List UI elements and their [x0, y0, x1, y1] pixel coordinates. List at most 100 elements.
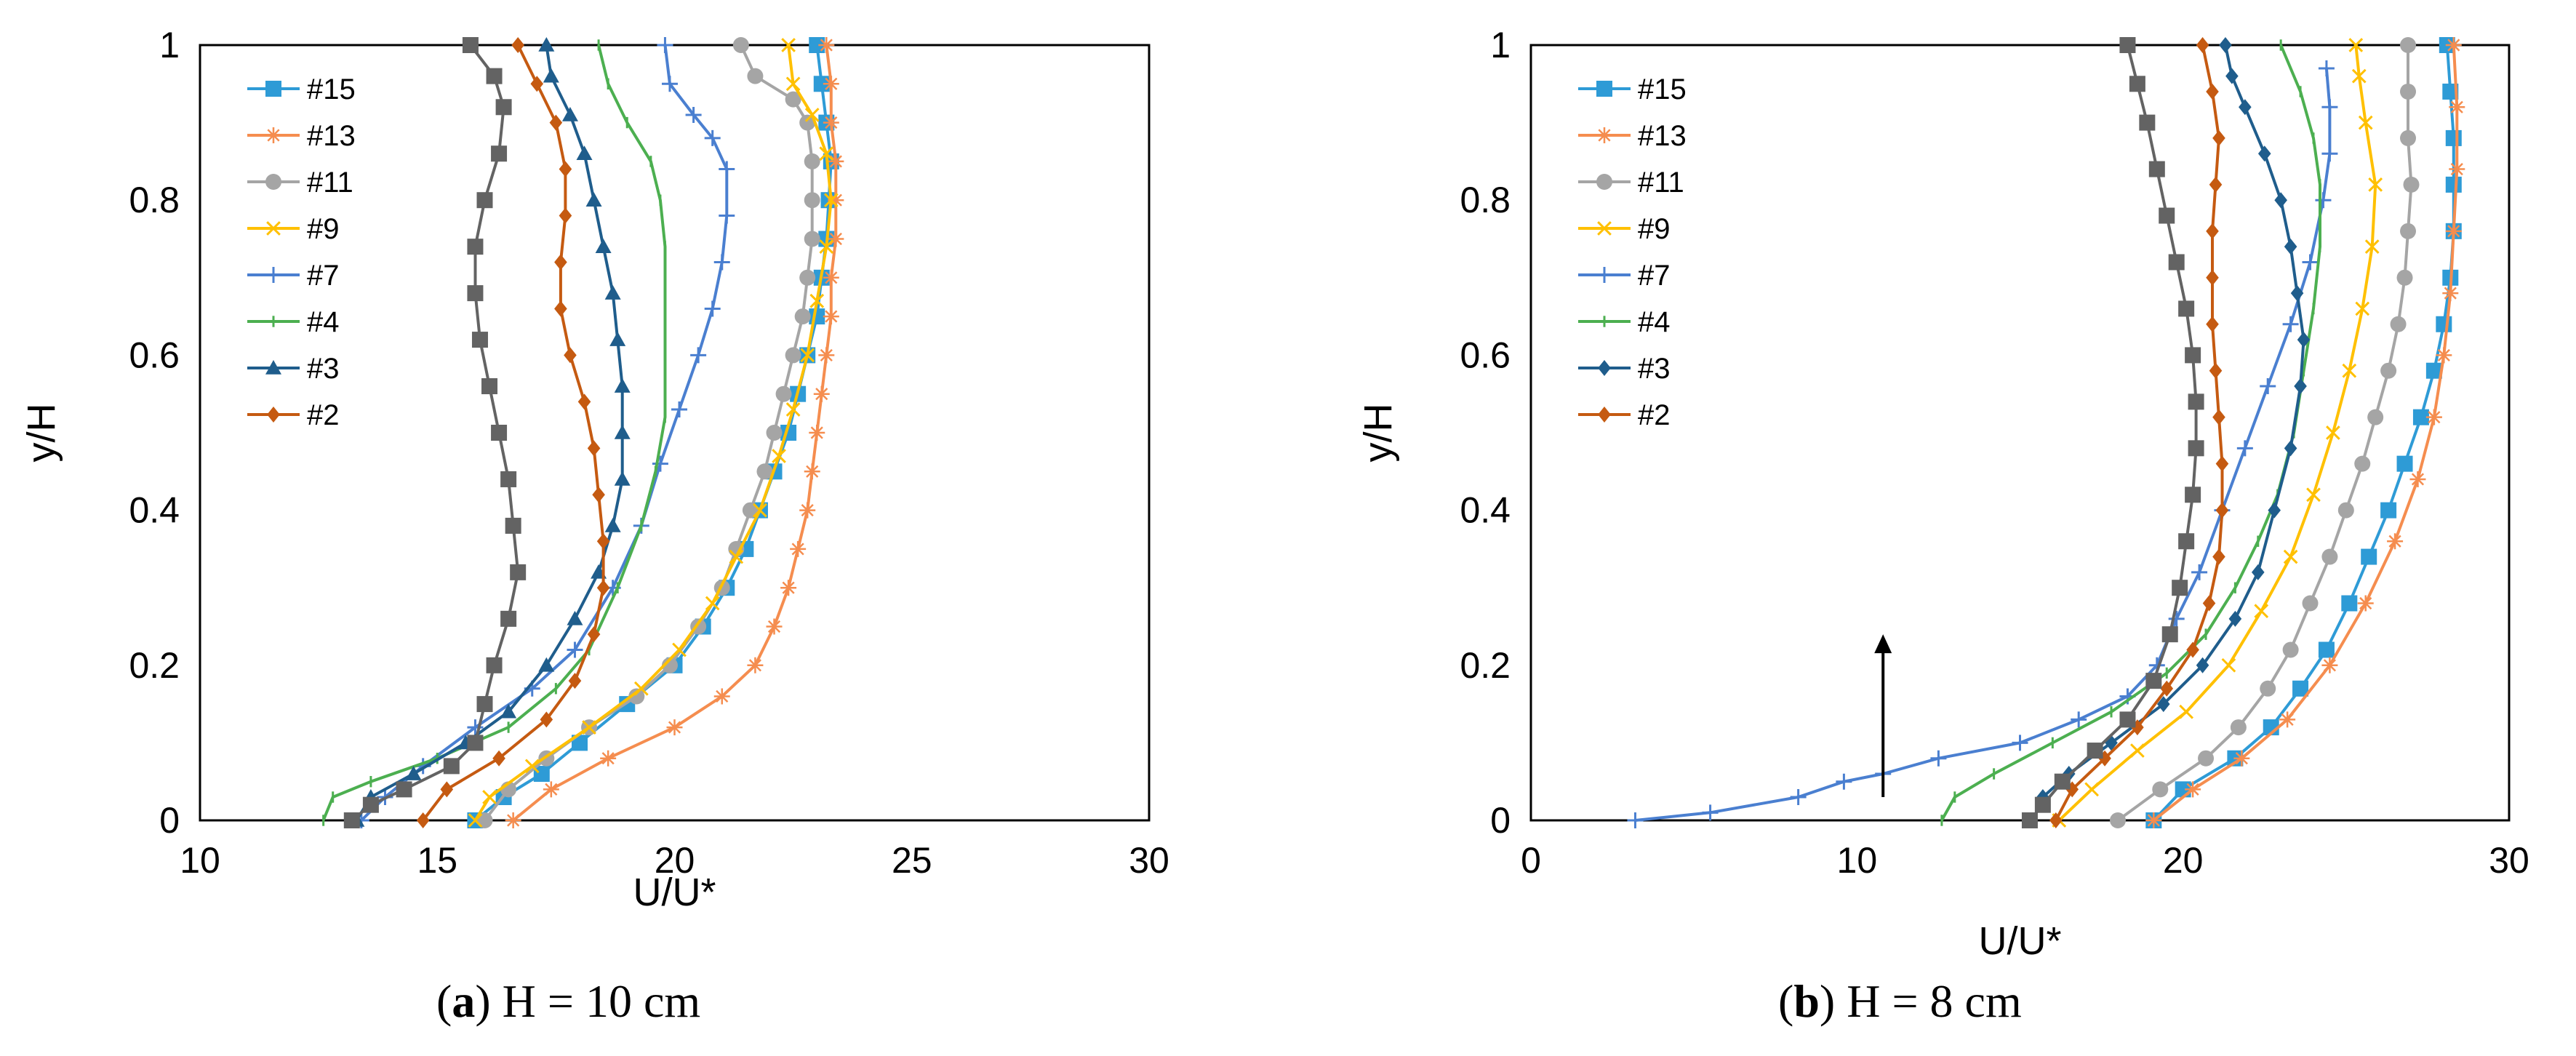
data-point — [2403, 176, 2420, 193]
data-point — [809, 308, 825, 325]
plot-area — [1529, 44, 2511, 822]
y-tick-label: 0.4 — [129, 490, 180, 531]
series-line — [2041, 44, 2305, 799]
data-point — [543, 781, 559, 798]
data-point — [813, 385, 830, 402]
data-point — [661, 657, 678, 673]
legend-label: #9 — [1638, 213, 1671, 245]
data-point — [587, 440, 601, 457]
data-point — [343, 812, 360, 828]
legend-item: #9 — [247, 213, 340, 245]
data-point — [577, 393, 591, 410]
data-point — [2284, 239, 2297, 255]
series-no-11 — [2110, 37, 2420, 828]
data-point — [524, 759, 540, 774]
data-point — [2049, 812, 2063, 828]
data-point — [2188, 440, 2204, 457]
data-point — [2442, 83, 2459, 100]
data-point — [828, 153, 844, 169]
data-point — [2209, 176, 2223, 193]
legend-swatch-marker — [1596, 174, 1612, 190]
data-point — [467, 285, 484, 302]
data-point — [443, 758, 460, 775]
y-tick-label: 0.8 — [129, 180, 180, 220]
data-point — [2425, 409, 2442, 425]
data-point — [823, 308, 839, 325]
data-point — [1627, 812, 1644, 828]
data-point — [804, 192, 820, 209]
data-point — [2105, 735, 2118, 751]
data-point — [1702, 804, 1719, 821]
legend-swatch-marker — [1596, 267, 1612, 283]
legend-item: #4 — [247, 306, 340, 338]
x-axis-title: U/U* — [633, 871, 716, 914]
x-axis-title: U/U* — [1978, 919, 2061, 963]
data-point — [2380, 362, 2397, 379]
series-line — [512, 44, 838, 822]
legend-label: #13 — [1638, 120, 1687, 152]
caption-b-text: H = 8 cm — [1847, 975, 2022, 1027]
data-point — [2186, 641, 2199, 658]
data-point — [2292, 680, 2309, 697]
data-point — [2071, 711, 2087, 728]
data-point — [600, 750, 617, 767]
data-point — [2012, 735, 2028, 751]
data-point — [2159, 207, 2175, 224]
data-point — [576, 145, 593, 161]
data-point — [2409, 471, 2426, 487]
legend-label: #7 — [307, 260, 340, 292]
data-point — [2282, 641, 2299, 658]
legend-label: #13 — [307, 120, 356, 152]
data-point — [614, 378, 631, 393]
legend-label: #9 — [307, 213, 340, 245]
data-point — [2098, 750, 2111, 767]
data-point — [2284, 440, 2297, 457]
data-point — [2412, 409, 2429, 425]
data-point — [554, 254, 567, 271]
data-point — [2202, 595, 2216, 612]
data-point — [1930, 750, 1947, 767]
data-point — [2212, 129, 2225, 146]
data-point — [505, 812, 521, 828]
legend-label: #11 — [1638, 167, 1684, 199]
data-point — [2206, 316, 2219, 332]
data-point — [633, 681, 649, 696]
data-point — [416, 812, 430, 828]
data-point — [495, 99, 512, 116]
caption-b: (b) H = 8 cm — [1778, 975, 2022, 1027]
data-point — [2294, 378, 2307, 395]
legend-swatch-marker — [267, 407, 280, 423]
data-point — [652, 455, 668, 472]
data-point — [804, 108, 820, 122]
legend: #15 #13 #11 #9 #7 #4 #3 #2 — [247, 73, 356, 431]
data-point — [2445, 129, 2462, 146]
data-point — [2355, 301, 2370, 316]
data-point — [2279, 711, 2296, 728]
data-point — [666, 719, 683, 736]
x-tick-label: 10 — [180, 840, 220, 881]
data-point — [2054, 773, 2071, 790]
legend-swatch-marker — [1596, 81, 1612, 97]
legend: #15 #13 #11 #9 #7 #4 #3 #2 — [1578, 73, 1687, 431]
data-point — [476, 696, 493, 713]
data-point — [476, 192, 493, 209]
chart-panel-a: 10 15 20 25 30 0 0.2 0.4 0.6 0.8 1 U/U* y/H #15 #13 #11… — [20, 25, 1169, 914]
data-point — [491, 425, 508, 441]
data-point — [794, 308, 811, 325]
data-point — [533, 766, 550, 783]
data-point — [1836, 773, 1852, 790]
data-point — [2185, 487, 2201, 503]
data-point — [540, 711, 553, 728]
data-point — [823, 193, 839, 208]
data-point — [823, 269, 839, 286]
data-point — [2449, 161, 2465, 177]
data-point — [785, 91, 801, 108]
data-point — [2152, 781, 2169, 798]
series-no-2 — [416, 37, 610, 828]
data-point — [2318, 641, 2335, 658]
legend-item: #11 — [247, 167, 353, 199]
data-point — [2221, 657, 2236, 673]
data-point — [614, 471, 631, 486]
data-point — [2139, 114, 2156, 131]
plot-area — [199, 44, 1151, 822]
